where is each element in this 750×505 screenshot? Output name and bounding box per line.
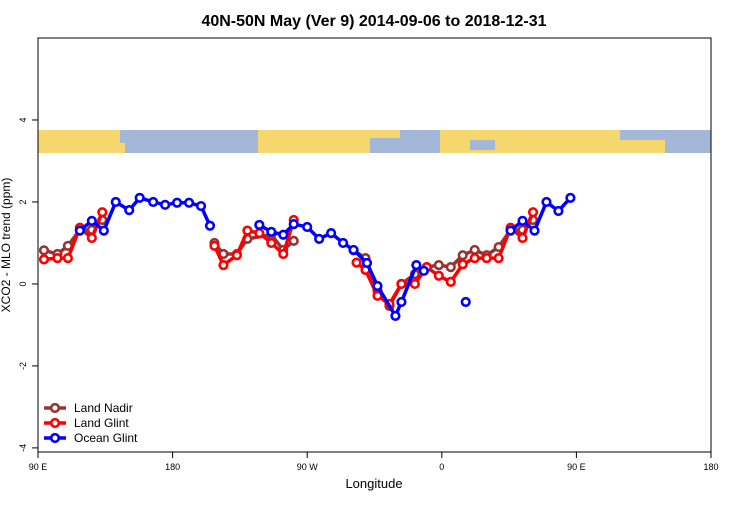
- data-point: [469, 253, 480, 264]
- legend-marker: [49, 402, 61, 414]
- data-point: [288, 218, 299, 230]
- data-point: [148, 196, 159, 208]
- data-point: [445, 262, 456, 273]
- data-point: [134, 192, 145, 203]
- data-point: [86, 232, 97, 244]
- data-point: [565, 192, 576, 203]
- data-point: [527, 207, 539, 218]
- x-tick-label: 90 E: [29, 462, 48, 472]
- y-tick-label: -2: [18, 362, 28, 370]
- data-point: [326, 228, 337, 239]
- data-point: [457, 259, 468, 270]
- data-point: [372, 290, 383, 301]
- data-point: [86, 215, 97, 226]
- legend-label: Land Glint: [74, 416, 129, 430]
- x-tick-label: 180: [703, 462, 718, 472]
- data-point: [74, 225, 85, 236]
- x-tick-label: 90 E: [567, 462, 586, 472]
- data-point: [183, 197, 195, 208]
- data-point: [204, 220, 216, 231]
- x-tick-label: 180: [165, 462, 180, 472]
- data-point: [195, 200, 207, 212]
- data-point: [433, 270, 444, 281]
- data-point: [171, 197, 183, 208]
- plot-frame: [37, 37, 712, 453]
- data-point: [553, 205, 564, 217]
- data-point: [254, 219, 265, 231]
- legend-marker: [49, 417, 61, 429]
- data-point: [348, 244, 359, 256]
- data-point: [278, 248, 289, 260]
- data-point: [529, 225, 540, 236]
- data-point: [62, 253, 74, 264]
- data-point: [254, 228, 265, 239]
- x-axis-label: Longitude: [345, 476, 402, 491]
- data-point: [38, 254, 50, 265]
- data-point: [517, 232, 528, 244]
- data-point: [409, 278, 420, 290]
- data-point: [469, 244, 480, 256]
- data-point: [231, 250, 243, 261]
- data-point: [160, 199, 171, 210]
- data-point: [396, 278, 407, 290]
- data-point: [351, 257, 362, 268]
- y-tick-label: 2: [18, 199, 28, 204]
- data-point: [445, 276, 456, 287]
- data-point: [411, 259, 422, 271]
- y-axis-label: XCO2 - MLO trend (ppm): [0, 178, 13, 313]
- data-point: [418, 265, 429, 276]
- data-point: [124, 205, 135, 216]
- x-tick-label: 0: [439, 462, 444, 472]
- data-point: [218, 259, 229, 271]
- data-point: [38, 245, 50, 256]
- data-point: [98, 225, 109, 236]
- data-point: [372, 280, 383, 292]
- legend-label: Land Nadir: [74, 401, 133, 415]
- data-point: [361, 257, 373, 269]
- x-tick-label: 90 W: [297, 462, 319, 472]
- data-point: [302, 221, 313, 233]
- chart-title: 40N-50N May (Ver 9) 2014-09-06 to 2018-1…: [201, 13, 546, 30]
- data-point: [396, 296, 407, 308]
- data-point: [481, 253, 492, 264]
- legend-marker: [49, 432, 61, 444]
- data-point: [337, 237, 349, 249]
- data-point: [209, 240, 220, 251]
- data-point: [433, 259, 444, 271]
- data-point: [505, 225, 516, 236]
- data-point: [390, 310, 401, 322]
- data-point: [457, 250, 468, 261]
- legend-label: Ocean Glint: [74, 431, 138, 445]
- data-point: [242, 225, 253, 236]
- y-tick-label: -4: [18, 444, 28, 452]
- data-point: [97, 207, 108, 218]
- map-strip: [38, 130, 711, 153]
- data-point: [266, 237, 277, 249]
- data-point: [541, 196, 552, 208]
- data-point: [517, 215, 528, 226]
- data-point: [266, 226, 277, 237]
- data-point: [493, 253, 504, 264]
- data-point: [52, 253, 63, 264]
- y-tick-label: 0: [18, 281, 28, 286]
- data-point: [110, 196, 121, 208]
- data-point: [288, 235, 299, 247]
- data-point: [460, 296, 471, 308]
- y-tick-label: 4: [18, 117, 28, 122]
- data-point: [278, 229, 289, 240]
- data-point: [314, 233, 325, 244]
